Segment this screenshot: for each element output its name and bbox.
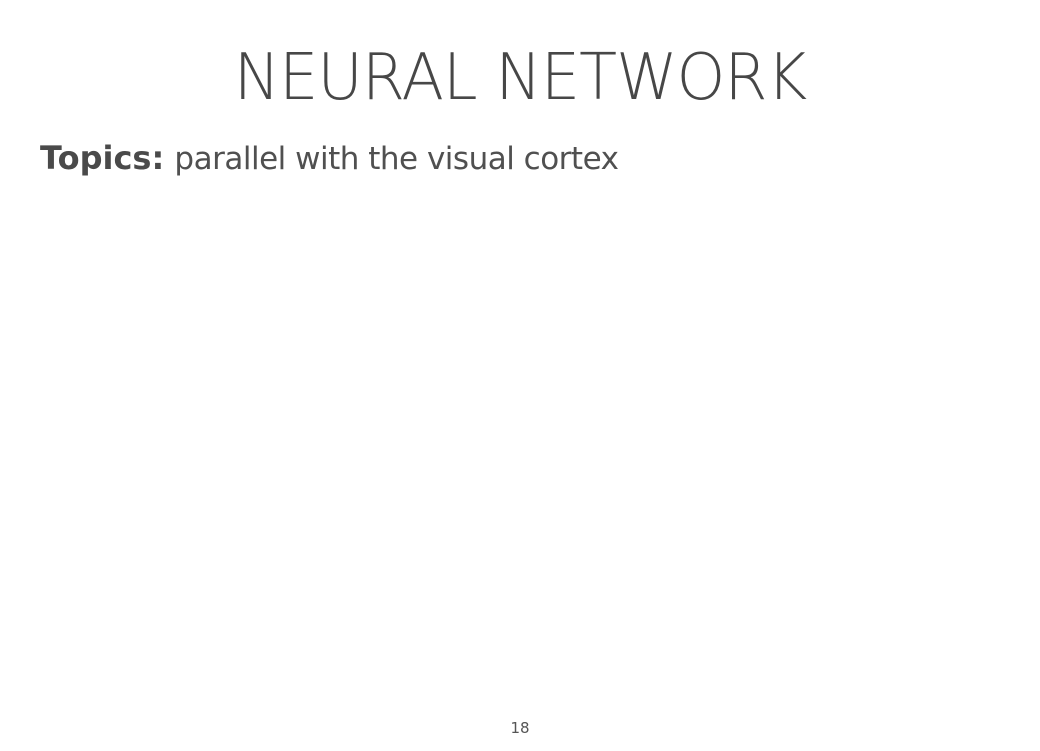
topics-line: Topics: parallel with the visual cortex [40, 138, 619, 179]
page-number: 18 [510, 719, 530, 737]
slide-title: NEURAL NETWORK [233, 41, 808, 115]
topics-label: Topics: [40, 139, 165, 177]
topics-text: parallel with the visual cortex [174, 141, 619, 177]
